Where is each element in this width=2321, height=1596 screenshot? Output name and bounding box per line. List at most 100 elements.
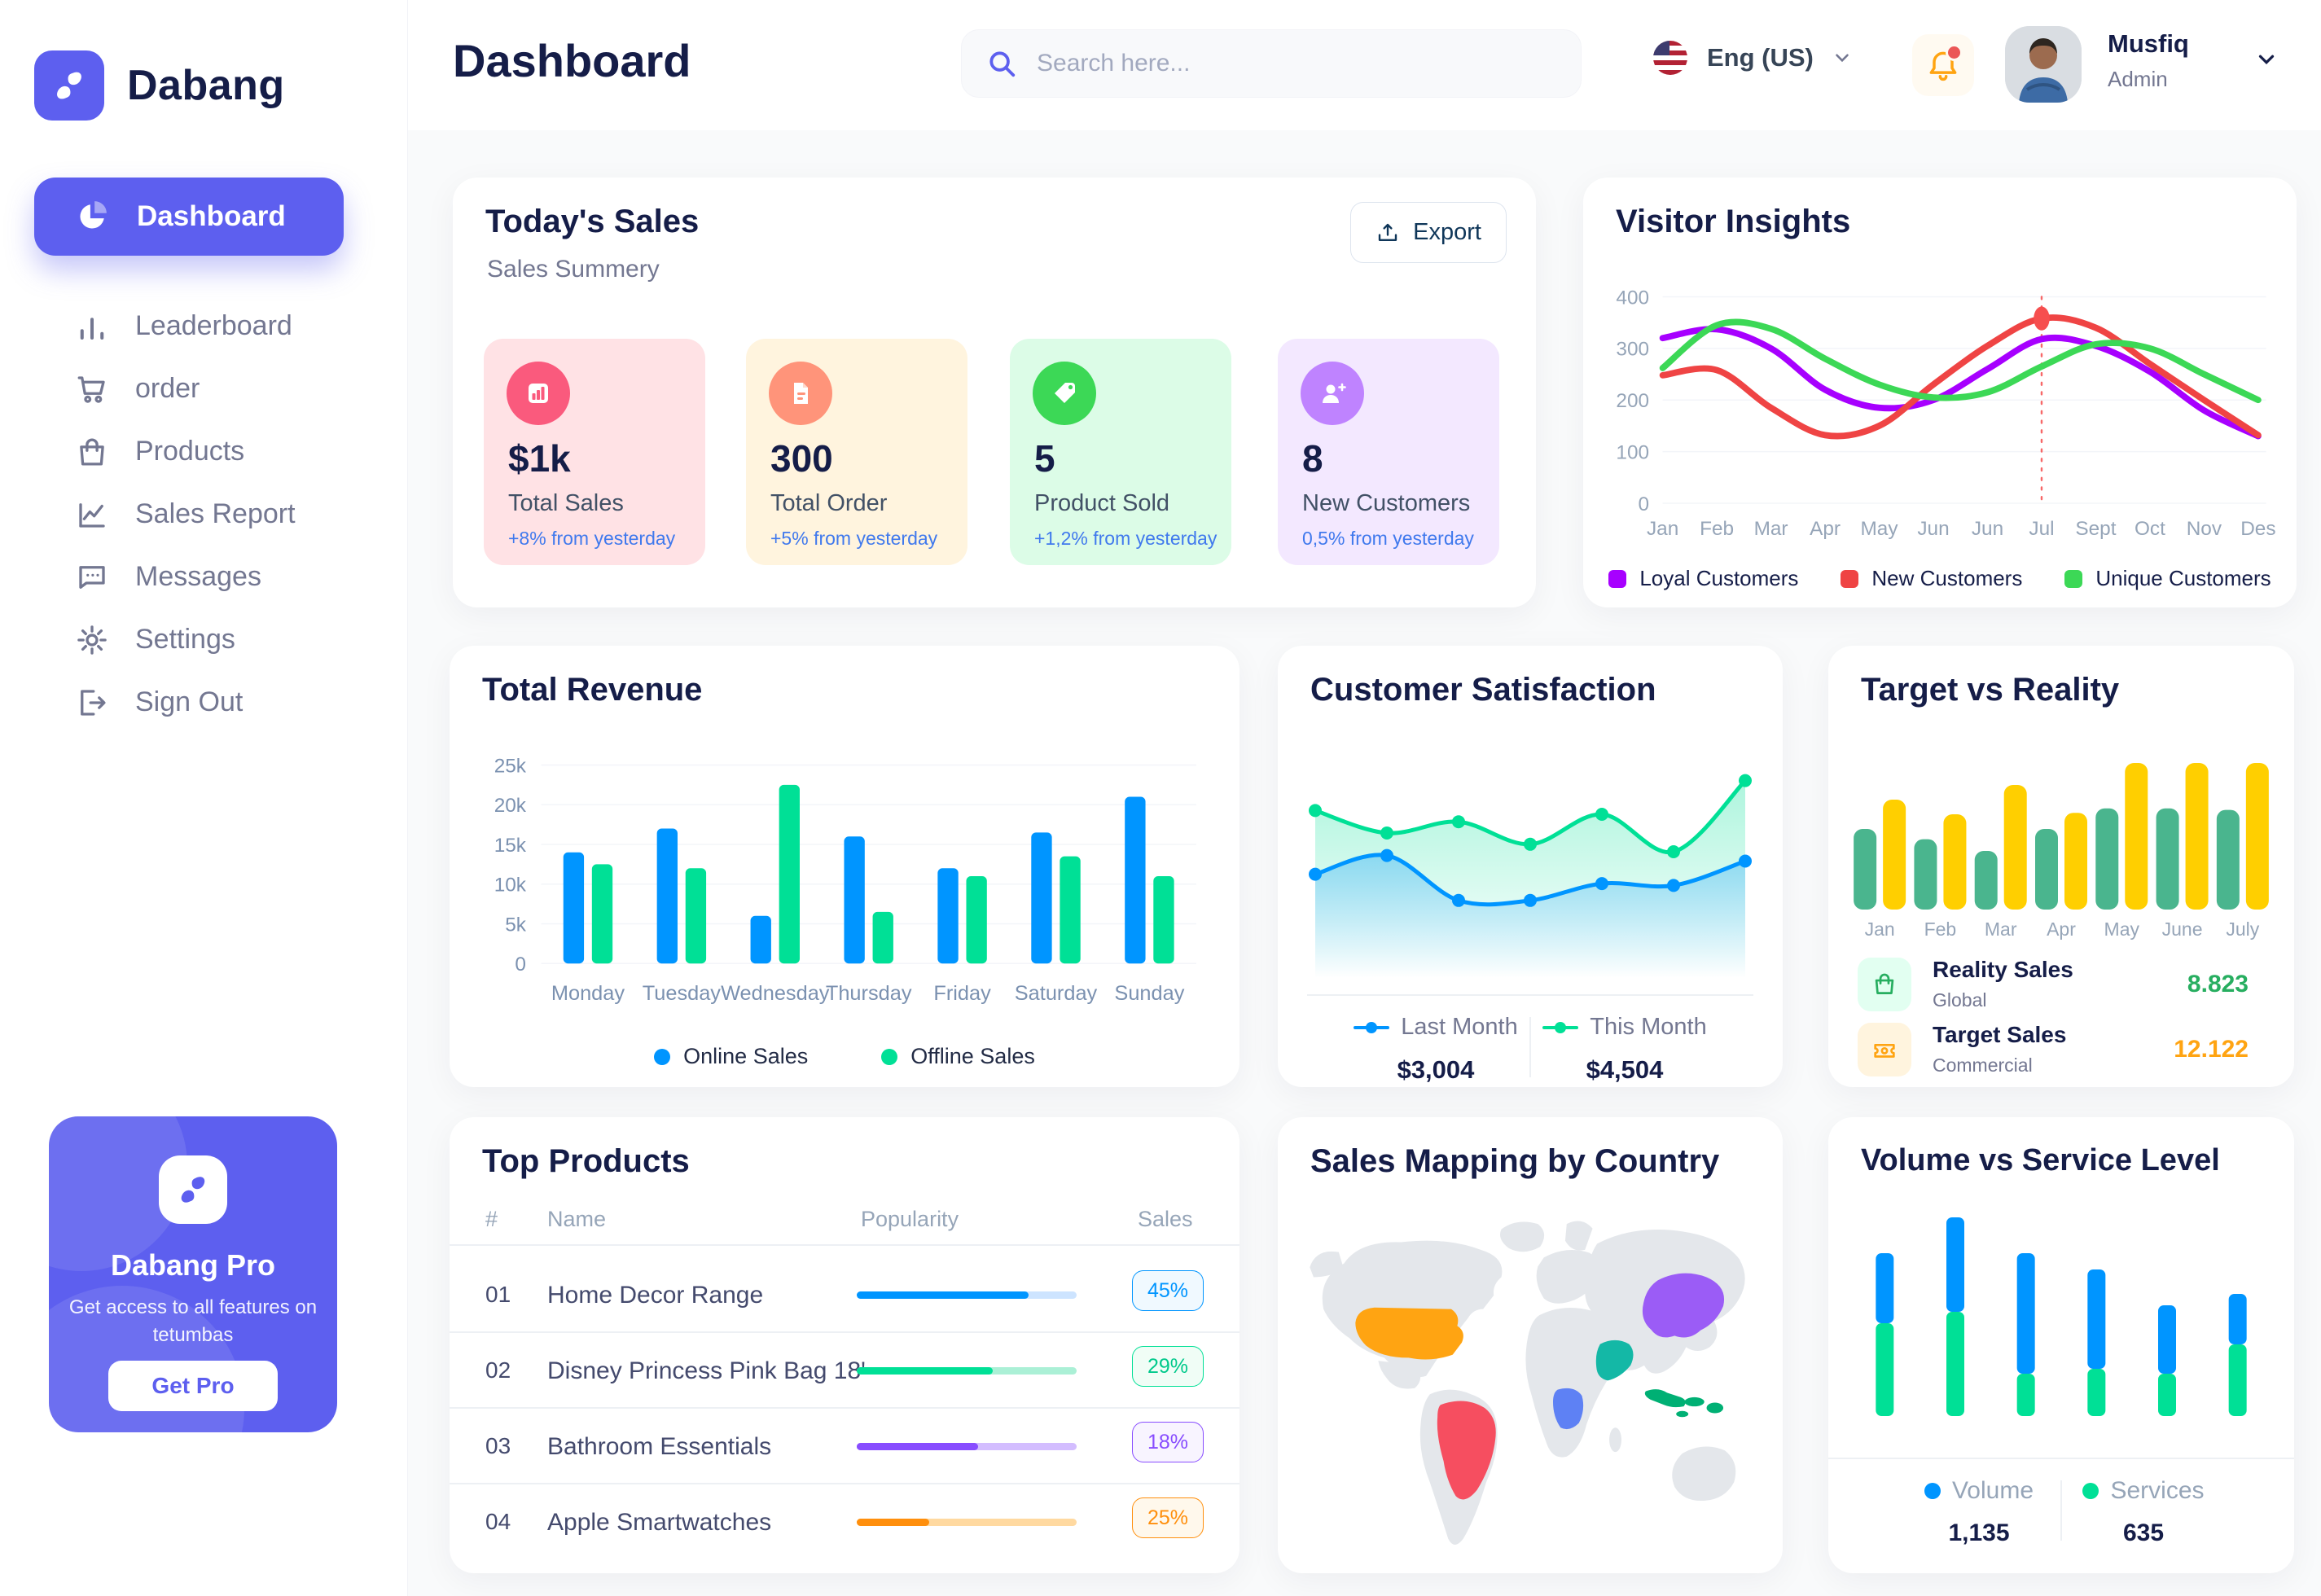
services-total: 635	[2122, 1519, 2165, 1546]
region-alaska	[1310, 1251, 1345, 1278]
page-title: Dashboard	[453, 35, 691, 86]
user-avatar[interactable]	[2005, 26, 2082, 103]
pro-promo-card: Dabang Pro Get access to all features on…	[49, 1116, 337, 1432]
region-scandinavia	[1564, 1221, 1593, 1251]
unique-customers-swatch	[2064, 569, 2083, 588]
leaderboard-icon	[80, 317, 104, 340]
dabang-logo-glyph	[57, 72, 81, 99]
table-row: 01 Home Decor Range 45%	[450, 1256, 1239, 1331]
top-products-title: Top Products	[482, 1143, 690, 1179]
volume-dot	[1924, 1483, 1941, 1499]
svg-text:Feb: Feb	[1924, 919, 1957, 940]
svg-text:Sept: Sept	[2075, 518, 2116, 540]
svg-text:400: 400	[1616, 287, 1649, 309]
country-united-states	[1355, 1307, 1463, 1360]
avatar-image	[2005, 26, 2082, 103]
divider	[450, 1483, 1239, 1484]
table-row: 02 Disney Princess Pink Bag 18' 29%	[450, 1331, 1239, 1407]
region-central-america	[1378, 1361, 1421, 1389]
table-row: 04 Apple Smartwatches 25%	[450, 1483, 1239, 1559]
search-input[interactable]	[1035, 49, 1527, 78]
user-info: Musfiq Admin	[2108, 29, 2189, 92]
sidebar-item-leaderboard[interactable]: Leaderboard	[0, 295, 407, 357]
user-plus-icon	[1301, 362, 1364, 425]
svg-text:Tuesday: Tuesday	[643, 982, 722, 1005]
sales-badge: 25%	[1132, 1497, 1204, 1538]
country-dr-congo	[1553, 1388, 1584, 1430]
svg-text:0: 0	[1638, 493, 1649, 515]
target-vs-reality-card: Target vs Reality Jan Feb Mar Apr May June Jul…	[1828, 646, 2294, 1087]
sidebar-item-sales-report[interactable]: Sales Report	[0, 483, 407, 546]
loyal-customers-swatch	[1608, 569, 1627, 588]
divider	[2060, 1480, 2062, 1541]
sidebar-item-dashboard[interactable]: Dashboard	[34, 178, 344, 256]
target-sales-value: 12.122	[2174, 1035, 2249, 1063]
target-vs-reality-chart: Jan Feb Mar Apr May June July	[1854, 763, 2269, 940]
export-icon	[1378, 223, 1397, 241]
svg-text:Apr: Apr	[1810, 518, 1841, 540]
sidebar-item-order[interactable]: order	[0, 357, 407, 420]
this-month-marker	[1542, 1021, 1579, 1033]
svg-text:Jun: Jun	[1917, 518, 1949, 540]
svg-text:Mar: Mar	[1754, 518, 1788, 540]
divider	[450, 1331, 1239, 1333]
chat-icon	[79, 565, 105, 589]
sidebar-item-products[interactable]: Products	[0, 420, 407, 483]
order-file-icon	[769, 362, 832, 425]
export-button[interactable]: Export	[1350, 202, 1507, 263]
stat-card-total-sales: $1k Total Sales +8% from yesterday	[484, 339, 705, 565]
search-bar	[961, 29, 1582, 98]
continent-africa	[1525, 1307, 1617, 1458]
volume-legend: Volume 1,135 Services 635	[1828, 1477, 2294, 1547]
svg-text:200: 200	[1616, 390, 1649, 412]
get-pro-button[interactable]: Get Pro	[108, 1361, 278, 1411]
continent-australia	[1672, 1446, 1736, 1502]
svg-text:Sunday: Sunday	[1114, 982, 1184, 1005]
svg-text:Jul: Jul	[2029, 518, 2054, 540]
pro-subtitle: Get access to all features on tetumbas	[68, 1296, 318, 1346]
language-selector[interactable]: Eng (US)	[1652, 39, 1853, 77]
svg-text:25k: 25k	[494, 755, 527, 777]
total-revenue-chart: 0 5k 10k 15k 20k 25k Monday Tuesday WednesdayThu…	[494, 755, 1196, 1005]
svg-text:Nov: Nov	[2187, 518, 2222, 540]
sidebar-item-settings[interactable]: Settings	[0, 608, 407, 671]
total-revenue-card: Total Revenue 0 5k 10k 15k 20k 25k Monday Tuesd…	[450, 646, 1239, 1087]
reality-sales-legend: Reality Sales Global 8.823	[1858, 957, 2265, 1011]
volume-vs-service-chart	[1876, 1217, 2247, 1416]
gear-icon	[77, 625, 107, 655]
search-icon	[989, 51, 1016, 77]
popularity-bar	[857, 1291, 1077, 1299]
svg-text:Mar: Mar	[1985, 919, 2017, 940]
svg-text:Oct: Oct	[2135, 518, 2165, 540]
sidebar-item-messages[interactable]: Messages	[0, 546, 407, 608]
new-customers-swatch	[1841, 569, 1859, 588]
top-header: Dashboard Eng (US)	[407, 0, 2321, 130]
svg-text:Monday: Monday	[551, 982, 625, 1005]
notifications-button[interactable]	[1912, 34, 1974, 96]
sidebar-item-sign-out[interactable]: Sign Out	[0, 671, 407, 734]
country-china	[1642, 1273, 1725, 1338]
today-sales-title: Today's Sales	[485, 204, 700, 239]
target-sales-legend: Target Sales Commercial 12.122	[1858, 1022, 2265, 1076]
svg-text:Jan: Jan	[1865, 919, 1895, 940]
cart-icon	[77, 375, 105, 403]
sales-badge: 29%	[1132, 1346, 1204, 1387]
svg-text:5k: 5k	[505, 914, 527, 936]
divider	[1529, 1017, 1531, 1077]
svg-text:May: May	[2104, 919, 2140, 940]
popularity-bar	[857, 1519, 1077, 1526]
pie-chart-icon	[80, 201, 107, 229]
sidebar-nav: Leaderboard order Products Sales Report	[0, 295, 407, 734]
volume-vs-service-card: Volume vs Service Level Volume 1,135 Ser…	[1828, 1117, 2294, 1573]
profile-menu-button[interactable]	[2254, 47, 2279, 76]
brand-name: Dabang	[127, 62, 285, 109]
svg-text:Feb: Feb	[1700, 518, 1734, 540]
country-indonesia	[1644, 1389, 1724, 1418]
svg-text:10k: 10k	[494, 875, 527, 897]
today-sales-card: Today's Sales Sales Summery Export $1k T…	[453, 178, 1536, 607]
pro-title: Dabang Pro	[110, 1248, 276, 1282]
ticket-icon	[1858, 1022, 1911, 1076]
bag-icon	[1858, 957, 1911, 1011]
language-label: Eng (US)	[1707, 43, 1814, 72]
reality-sales-value: 8.823	[2187, 970, 2249, 998]
